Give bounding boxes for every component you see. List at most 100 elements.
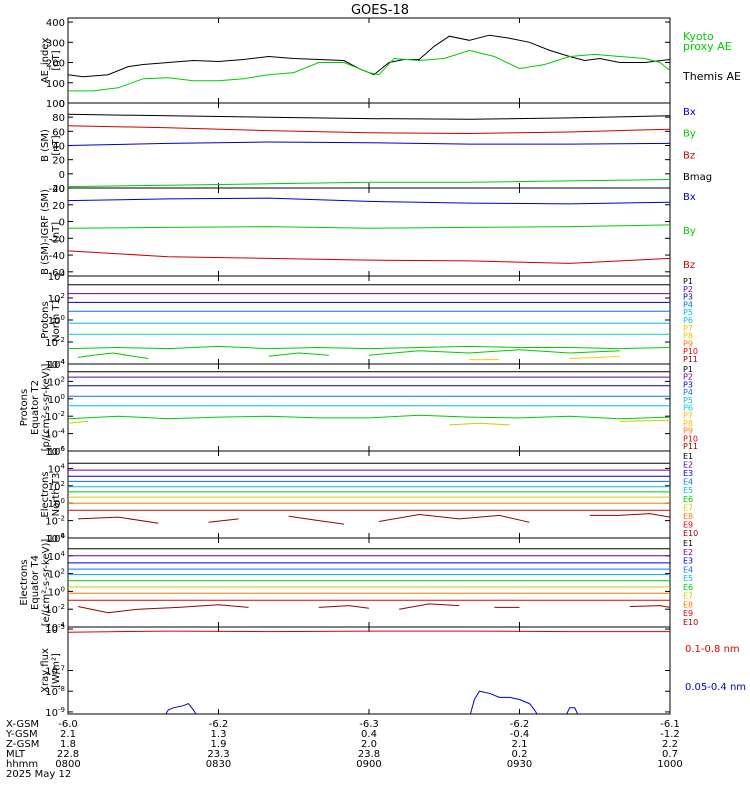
footer-value: 1.8 [60, 739, 76, 750]
y-tick-label: 102 [48, 480, 65, 493]
legend-e1: E1 [683, 452, 693, 461]
series-line-bsm-by [68, 179, 670, 188]
panel-bigrf: -60 -40 -20 0 20 40B (SM)-IGRF (SM) [nT] Bx By Bz [40, 184, 696, 279]
footer-value: 2.1 [512, 739, 528, 750]
y-axis-label: Electrons [19, 559, 30, 605]
y-tick-label: 102 [48, 292, 65, 305]
legend-p7: P7 [683, 324, 693, 333]
legend-e4: E4 [683, 565, 693, 574]
legend-0-1-0-8-nm: 0.1-0.8 nm [685, 644, 740, 655]
y-tick-label: 400 [46, 18, 65, 29]
y-tick-label: 300 [46, 38, 65, 49]
legend-e3: E3 [683, 557, 693, 566]
footer-row-label: hhmm [6, 759, 38, 770]
series-line-en-e10a [77, 516, 159, 524]
legend-p1: P1 [683, 365, 693, 374]
y-tick-label: 60 [52, 127, 65, 138]
legend-p3: P3 [683, 293, 693, 302]
legend-p2: P2 [683, 285, 693, 294]
legend-p5: P5 [683, 396, 693, 405]
y-axis-label: [nT] [51, 135, 62, 155]
legend-e6: E6 [683, 583, 693, 592]
legend-p4: P4 [683, 388, 693, 397]
y-axis-label: Protons [40, 301, 51, 338]
panel-bsm: -20 0 20 40 60 80 100 B (SM) [nT] Bx By Bz Bmag [40, 99, 712, 195]
y-axis-label: B (SM)-IGRF (SM) [40, 189, 51, 275]
y-tick-label: 10-7 [45, 665, 65, 678]
y-tick-label: 10-8 [45, 685, 65, 698]
series-line-bigrf-bx [68, 197, 670, 205]
legend-bz: Bz [683, 260, 695, 271]
y-tick-label: 10-4 [45, 621, 65, 634]
y-tick-label: 200 [46, 59, 65, 70]
panel-frame [67, 17, 671, 104]
series-group [68, 113, 670, 188]
legend-e8: E8 [683, 600, 693, 609]
series-line-xray-0-05-0-4-nm [165, 702, 197, 714]
y-axis-label: North T3 [51, 473, 62, 517]
y-axis-label: [nT] [51, 50, 62, 70]
footer-value: -1.2 [660, 729, 680, 740]
panel-frame [67, 450, 671, 539]
y-axis-label: [nT] [51, 222, 62, 242]
footer-value: 2.0 [361, 739, 377, 750]
y-tick-label: -20 [49, 184, 65, 195]
y-axis-label: [e/(cm²-s-sr-keV)] [41, 539, 52, 627]
footer-value: -6.3 [359, 719, 379, 730]
y-tick-label: 100 [46, 79, 65, 90]
footer-value: -6.2 [209, 719, 229, 730]
y-tick-label: 104 [48, 462, 66, 475]
footer-value: 23.3 [207, 749, 229, 760]
legend-kyoto: Kyoto [683, 30, 714, 43]
y-tick-label: 20 [52, 201, 65, 212]
footer-value: -6.0 [58, 719, 78, 730]
footer-value: 0.4 [361, 729, 377, 740]
legend-e2: E2 [683, 461, 693, 470]
legend-e9: E9 [683, 520, 693, 529]
legend-e3: E3 [683, 469, 693, 478]
y-tick-label: 10-9 [45, 706, 65, 719]
footer-value: 23.8 [358, 749, 380, 760]
legend-p10: P10 [683, 347, 698, 356]
legend-by: By [683, 129, 696, 140]
y-tick-label: -20 [49, 234, 65, 245]
footer-row-label: X-GSM [6, 719, 39, 730]
series-line-pe-p7 [68, 420, 89, 424]
y-axis-label: North T1 [51, 298, 62, 342]
series-line-ee-e10c [399, 603, 460, 610]
y-axis-label: B (SM) [40, 129, 51, 162]
legend-e5: E5 [683, 486, 693, 495]
series-group [68, 34, 670, 92]
legend-p3: P3 [683, 380, 693, 389]
y-tick-label: 104 [48, 270, 66, 283]
series-line-pn-p7 [68, 345, 670, 350]
y-tick-label: 106 [48, 532, 66, 545]
y-tick-label: 10-6 [45, 445, 65, 458]
y-tick-label: 106 [48, 445, 66, 458]
y-tick-label: 10-2 [45, 410, 65, 423]
legend-0-05-0-4-nm: 0.05-0.4 nm [685, 682, 746, 693]
y-tick-label: -60 [49, 268, 65, 279]
panel-frame [67, 537, 671, 628]
y-tick-label: 104 [48, 550, 66, 563]
y-tick-label: 10-4 [45, 358, 65, 371]
legend-p2: P2 [683, 373, 693, 382]
footer-value: 2.1 [60, 729, 76, 740]
panel-ee: 106 104 102 100 10-2 10-4 Electrons Equator T4[… [19, 532, 698, 634]
y-tick-label: 10-4 [45, 428, 65, 441]
y-tick-label: 10-2 [45, 336, 65, 349]
footer-value: 2.2 [662, 739, 678, 750]
series-line-xray-0-05-0-4-nm-b [469, 690, 538, 714]
y-tick-label: 102 [48, 568, 65, 581]
y-axis-label: AE_index [40, 38, 51, 84]
series-group [68, 284, 670, 361]
y-tick-label: 102 [48, 375, 65, 388]
legend-e8: E8 [683, 512, 693, 521]
series-group [68, 197, 670, 264]
legend-e6: E6 [683, 495, 693, 504]
series-line-xray-0-05-0-4-nm-c [566, 707, 579, 714]
